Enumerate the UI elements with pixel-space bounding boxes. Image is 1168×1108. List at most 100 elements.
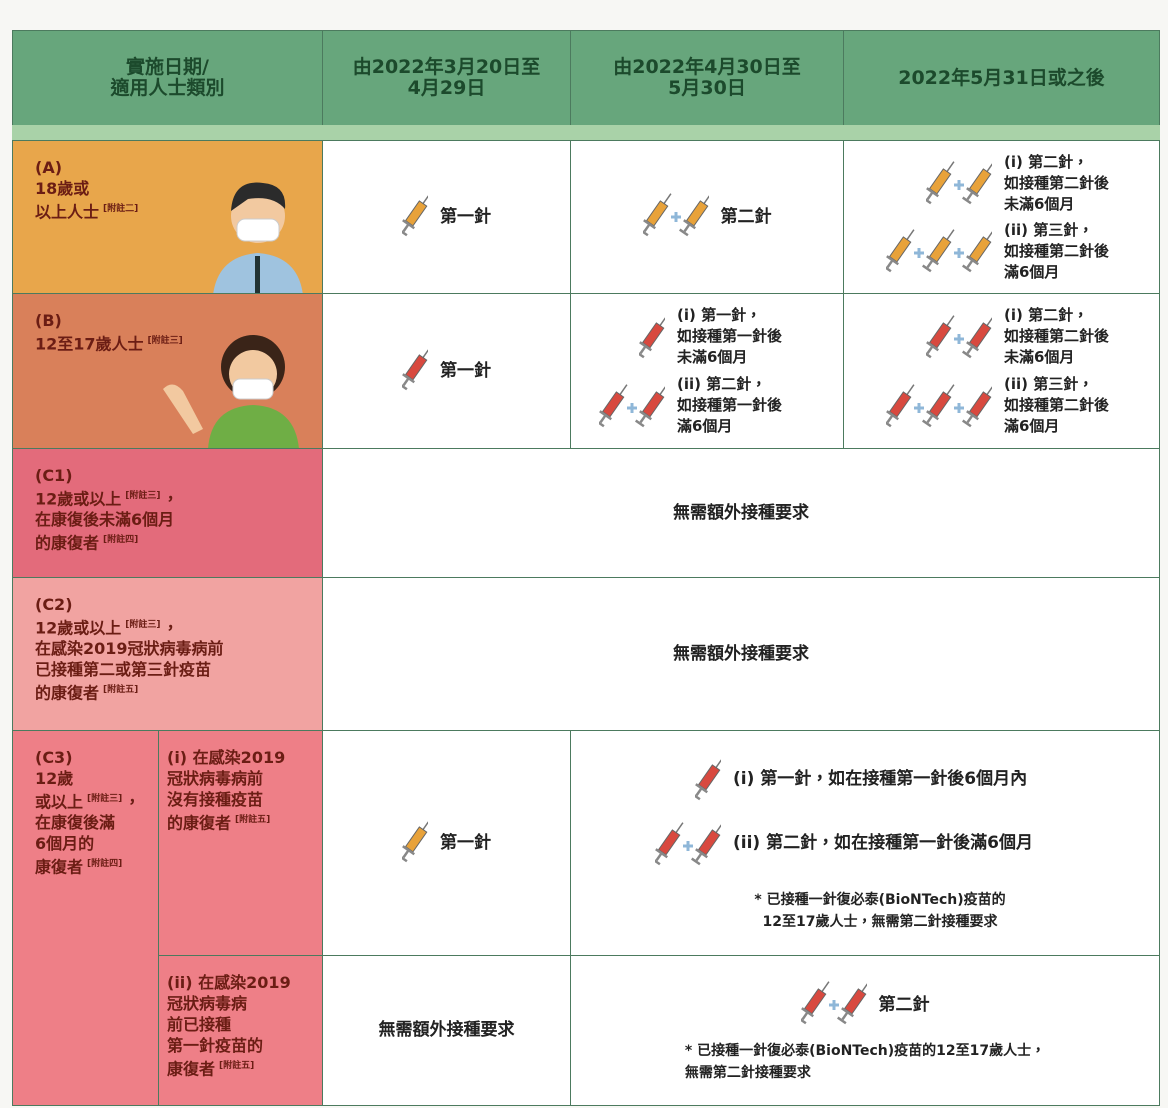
text-line: 適用人士類別	[110, 77, 225, 99]
merged-cell: (i) 第一針，如在接種第一針後6個月內 (ii) 第二針，如在接種第一針後滿6…	[570, 730, 1160, 956]
dose-text: (ii) 第三針， 如接種第二針後 滿6個月	[1004, 220, 1109, 283]
dose-text: 第二針	[721, 207, 772, 228]
text-line: 第一針疫苗的	[167, 1036, 264, 1055]
text: 的康復者	[35, 683, 100, 703]
dose-text: (ii) 第三針， 如接種第二針後 滿6個月	[1004, 374, 1109, 437]
text-line: 在康復後未滿6個月	[35, 510, 175, 530]
text-line: 4月29日	[407, 77, 486, 99]
text: 12至17歲人士	[35, 334, 144, 354]
text-line: 在感染2019冠狀病毒病前	[35, 639, 224, 659]
text-line: 滿6個月	[677, 417, 733, 435]
footnote-ref: [附註三]	[125, 491, 161, 501]
syringe-icon	[886, 229, 992, 273]
dose-text: (i) 第一針，如在接種第一針後6個月內	[733, 769, 1027, 790]
merged-cell: 第二針 * 已接種一針復必泰(BioNTech)疫苗的12至17歲人士， 無需第二…	[570, 955, 1160, 1106]
header-text: 由2022年4月30日至 5月30日	[613, 57, 801, 99]
text-line: 由2022年3月20日至	[352, 56, 541, 78]
dose-cell: 第一針	[322, 293, 571, 449]
footnote-ref: [附註三]	[125, 620, 161, 630]
text-line: 無需第二針接種要求	[684, 1065, 811, 1081]
category-label: (B) 12至17歲人士 [附註三]	[35, 310, 185, 354]
text-line: 如接種第二針後	[1004, 327, 1110, 345]
dose-cell: 第一針	[322, 730, 571, 956]
syringe-icon	[638, 192, 712, 236]
footnote-ref: [附註五]	[235, 815, 271, 825]
text-line: 12歲	[35, 769, 74, 788]
text-line: 冠狀病毒病前	[167, 769, 264, 788]
dose-text: 第二針	[879, 995, 930, 1016]
person-illustration	[163, 335, 299, 449]
dose-text: (i) 第二針， 如接種第二針後 未滿6個月	[1004, 152, 1109, 215]
text-line: 無需額外接種要求	[673, 502, 809, 523]
requirement-text: 無需額外接種要求	[379, 1020, 515, 1041]
text-line: 滿6個月	[1004, 262, 1060, 281]
dose-cell: (i) 第二針， 如接種第二針後 未滿6個月 (ii) 第三針， 如接種第二針後 滿6個…	[843, 140, 1160, 294]
category-cell: (B) 12至17歲人士 [附註三]	[12, 293, 323, 449]
dose-text: 第一針	[440, 361, 491, 382]
text: 的康復者	[167, 813, 232, 833]
text: 以上人士	[35, 202, 100, 222]
category-cell: (A) 18歲或 以上人士 [附註二]	[12, 140, 323, 295]
text: 或以上	[35, 792, 84, 812]
subcategory-cell: (i) 在感染2019 冠狀病毒病前 沒有接種疫苗 的康復者 [附註五]	[158, 730, 323, 956]
text-line: (i) 第一針，如在接種第一針後6個月內	[733, 768, 1028, 789]
text-line: 沒有接種疫苗	[167, 790, 264, 809]
dose-cell: (i) 第一針， 如接種第一針後 未滿6個月 (ii) 第二針， 如接種第一針後 滿6個…	[570, 293, 844, 449]
text-line: (C1)	[35, 466, 73, 485]
text-line: (A)	[35, 158, 63, 177]
category-label: (A) 18歲或 以上人士 [附註二]	[35, 157, 140, 222]
text-line: 如接種第二針後	[1004, 241, 1110, 260]
text: ，	[162, 618, 179, 638]
text-line: * 已接種一針復必泰(BioNTech)疫苗的12至17歲人士，	[684, 1043, 1046, 1059]
footnote-ref: [附註三]	[147, 336, 183, 346]
text-line: (i) 第二針，	[1004, 152, 1089, 171]
category-cell: (C3) 12歲 或以上 [附註三]，在康復後滿 6個月的 康復者 [附註四]	[12, 730, 159, 1106]
text: 12歲或以上	[35, 489, 122, 509]
remark: * 已接種一針復必泰(BioNTech)疫苗的12至17歲人士， 無需第二針接種要…	[685, 1040, 1045, 1084]
text: 的康復者	[35, 533, 100, 553]
merged-cell: 無需額外接種要求	[322, 448, 1160, 578]
text-line: 冠狀病毒病	[167, 994, 248, 1013]
syringe-icon	[655, 822, 721, 866]
text-line: (i) 第二針，	[1004, 306, 1089, 324]
header-text: 2022年5月31日或之後	[898, 66, 1105, 89]
syringe-icon	[695, 757, 721, 801]
text-line: * 已接種一針復必泰(BioNTech)疫苗的	[754, 891, 1006, 908]
text-line: 18歲或	[35, 179, 90, 198]
text-line: (i) 第一針，	[677, 306, 762, 324]
subcategory-label: (ii) 在感染2019 冠狀病毒病 前已接種 第一針疫苗的 康復者 [附註五]	[167, 972, 291, 1079]
footnote-ref: [附註五]	[103, 685, 139, 696]
text-line: 第二針	[720, 206, 772, 227]
text-line: 在康復後滿	[35, 813, 116, 833]
merged-cell: 無需額外接種要求	[322, 577, 1160, 731]
category-cell: (C2) 12歲或以上 [附註三]，在感染2019冠狀病毒病前 已接種第二或第三針疫苗…	[12, 577, 323, 731]
syringe-icon	[926, 314, 992, 358]
text-line: 或以上 [附註三]，	[35, 789, 140, 812]
text-line: 實施日期/	[126, 56, 209, 78]
syringe-icon	[397, 346, 431, 390]
footnote-ref: [附註四]	[103, 535, 139, 546]
text-line: 第一針	[440, 832, 491, 853]
text: ，	[124, 792, 141, 812]
text-line: 康復者 [附註五]	[167, 1056, 291, 1079]
footnote-ref: [附註三]	[87, 794, 123, 804]
text-line: 未滿6個月	[1004, 194, 1075, 213]
category-label: (C2) 12歲或以上 [附註三]，在感染2019冠狀病毒病前 已接種第二或第三針疫苗…	[35, 594, 224, 704]
subcategory-cell: (ii) 在感染2019 冠狀病毒病 前已接種 第一針疫苗的 康復者 [附註五]	[158, 955, 323, 1106]
requirement-text: 無需額外接種要求	[673, 503, 809, 524]
dose-text: (ii) 第二針， 如接種第一針後 滿6個月	[677, 374, 782, 437]
text-line: (i) 在感染2019	[167, 748, 286, 767]
text-line: 如接種第一針後	[677, 396, 783, 414]
text-line: 12至17歲人士，無需第二針接種要求	[762, 913, 998, 930]
dose-text: (i) 第一針， 如接種第一針後 未滿6個月	[677, 305, 782, 368]
text-line: 前已接種	[167, 1015, 232, 1034]
text-line: 2022年5月31日或之後	[898, 66, 1105, 89]
requirement-text: 無需額外接種要求	[673, 644, 809, 665]
header-text: 實施日期/適用人士類別	[110, 57, 224, 99]
dose-text: (ii) 第二針，如在接種第一針後滿6個月	[733, 833, 1033, 854]
text-line: 12至17歲人士 [附註三]	[35, 331, 185, 354]
syringe-icon	[397, 818, 431, 862]
syringe-icon	[397, 192, 431, 236]
text-line: 5月30日	[668, 77, 746, 99]
